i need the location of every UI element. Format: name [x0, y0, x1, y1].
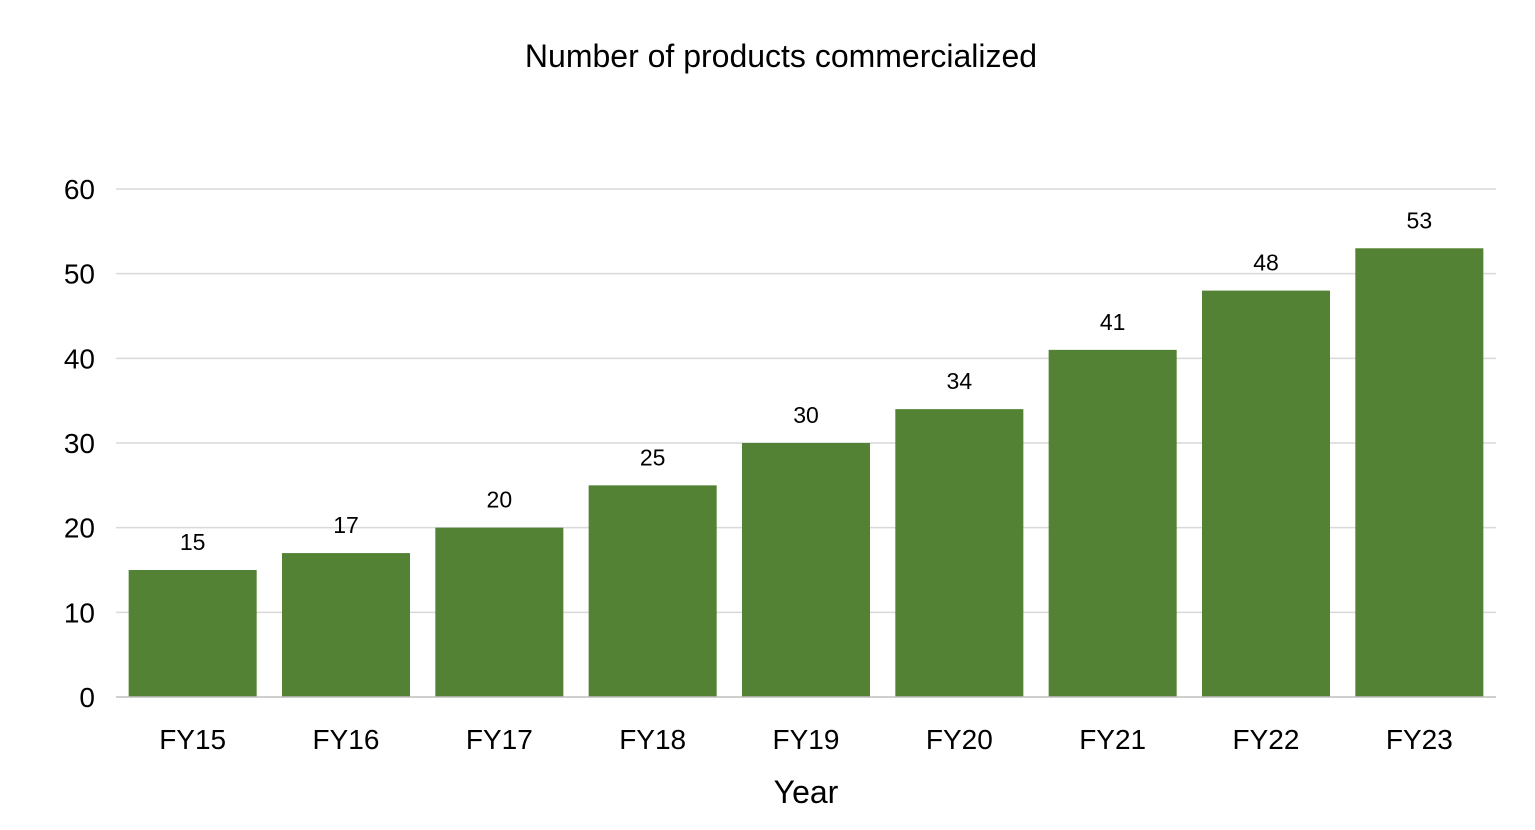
bar-fy19: [741, 443, 871, 697]
x-tick-label: FY19: [773, 724, 840, 755]
x-axis-ticks: FY15 FY16 FY17 FY18 FY19 FY20 FY21 FY22 FY23: [159, 724, 1453, 755]
y-tick-label: 10: [64, 597, 95, 628]
y-tick-label: 50: [64, 259, 95, 290]
bars: [128, 248, 1484, 697]
y-tick-label: 20: [64, 513, 95, 544]
data-label: 34: [947, 368, 973, 394]
x-tick-label: FY15: [159, 724, 226, 755]
x-tick-label: FY17: [466, 724, 533, 755]
chart-title: Number of products commercialized: [525, 38, 1037, 74]
bar-fy15: [128, 570, 257, 697]
bar-fy21: [1048, 349, 1177, 697]
bar-fy23: [1355, 248, 1484, 697]
x-axis-title: Year: [774, 774, 839, 810]
bar-fy18: [588, 485, 717, 697]
y-tick-label: 30: [64, 428, 95, 459]
bar-fy17: [435, 527, 564, 697]
x-tick-label: FY18: [619, 724, 686, 755]
data-label: 20: [487, 487, 513, 513]
y-axis-ticks: 0 10 20 30 40 50 60: [64, 174, 95, 713]
data-label: 17: [333, 512, 359, 538]
data-label: 41: [1100, 309, 1126, 335]
x-tick-label: FY16: [313, 724, 380, 755]
y-tick-label: 0: [79, 682, 95, 713]
data-label: 30: [793, 402, 819, 428]
x-tick-label: FY21: [1079, 724, 1146, 755]
bar-fy16: [281, 553, 411, 697]
data-label: 15: [180, 529, 206, 555]
y-tick-label: 40: [64, 343, 95, 374]
data-label: 48: [1253, 250, 1279, 276]
data-labels: 15 17 20 25 30 34 41 48 53: [180, 207, 1432, 555]
x-tick-label: FY20: [926, 724, 993, 755]
data-label: 53: [1407, 207, 1433, 233]
x-tick-label: FY22: [1233, 724, 1300, 755]
bar-fy20: [895, 409, 1024, 697]
y-tick-label: 60: [64, 174, 95, 205]
data-label: 25: [640, 444, 666, 470]
x-tick-label: FY23: [1386, 724, 1453, 755]
bar-fy22: [1201, 290, 1331, 697]
